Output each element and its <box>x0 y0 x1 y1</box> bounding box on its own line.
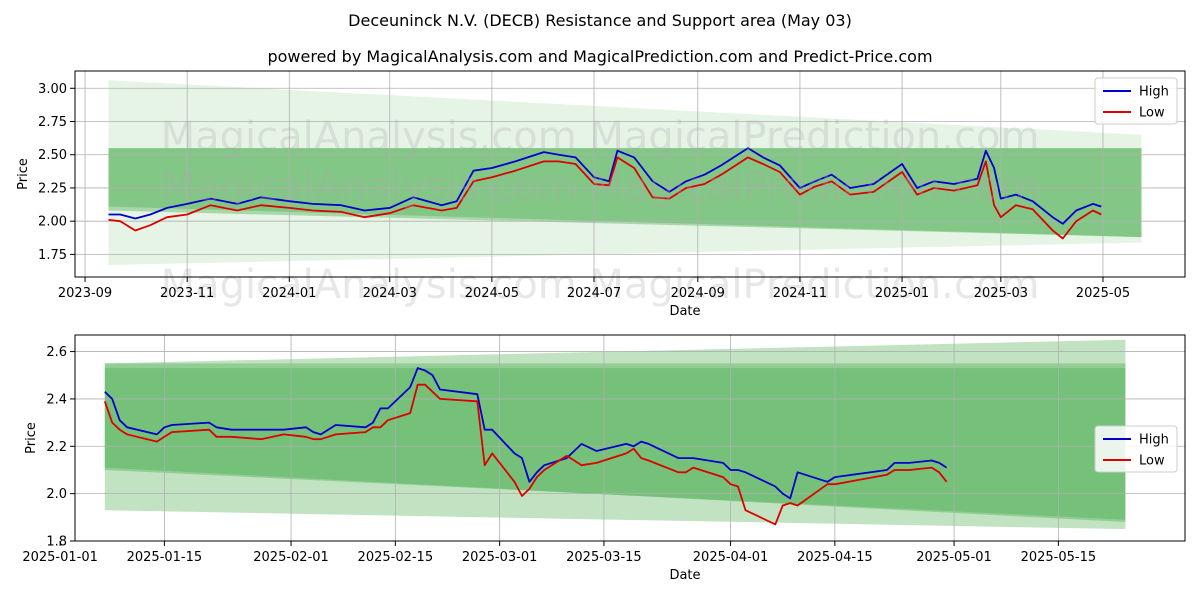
series-line-low <box>103 383 948 526</box>
chart-subtitle: powered by MagicalAnalysis.com and Magic… <box>267 47 932 66</box>
x-axis-label: Date <box>669 304 700 319</box>
x-tick-label: 2025-05-15 <box>1021 550 1097 565</box>
series-line-high <box>104 367 948 500</box>
y-tick-label: 2.00 <box>38 215 67 230</box>
legend-label-high: High <box>1139 85 1169 100</box>
support-resistance-band-2 <box>108 148 1142 238</box>
y-tick-label: 2.75 <box>38 115 67 130</box>
chart-title: Deceuninck N.V. (DECB) Resistance and Su… <box>348 11 852 30</box>
axes-frame <box>74 70 1186 278</box>
x-tick-label: 2025-01-15 <box>127 550 203 565</box>
legend: High Low <box>1094 77 1178 125</box>
y-tick-label: 2.4 <box>46 392 67 407</box>
watermark: MagicalAnalysis.com MagicalPrediction.co… <box>161 164 1040 210</box>
x-tick-label: 2024-07 <box>567 286 621 301</box>
series-line-high <box>108 147 1102 225</box>
legend-label-high: High <box>1139 433 1169 448</box>
y-tick-label: 2.2 <box>46 440 67 455</box>
x-tick-label: 2025-03-01 <box>462 550 538 565</box>
y-tick-label: 2.6 <box>46 345 67 360</box>
bottom-chart: MagicalAnalysis.com MagicalPrediction.co… <box>22 164 1186 583</box>
y-tick-label: 1.8 <box>46 535 67 550</box>
x-tick-label: 2025-04-15 <box>797 550 873 565</box>
plot-area <box>75 335 1185 541</box>
axes-frame <box>74 334 1186 542</box>
support-resistance-band-1 <box>108 80 1142 266</box>
x-tick-label: 2025-04-01 <box>693 550 769 565</box>
x-tick-label: 2024-05 <box>465 286 519 301</box>
x-tick-label: 2025-03 <box>974 286 1028 301</box>
legend: High Low <box>1094 425 1178 473</box>
x-axis-label: Date <box>669 568 700 583</box>
y-tick-label: 1.75 <box>38 248 67 263</box>
y-axis-label: Price <box>16 158 31 190</box>
y-axis-label: Price <box>24 422 39 454</box>
y-tick-label: 2.0 <box>46 487 67 502</box>
x-tick-label: 2025-05-01 <box>916 550 992 565</box>
x-tick-label: 2025-01 <box>875 286 929 301</box>
support-resistance-band-3 <box>108 148 1142 238</box>
legend-label-low: Low <box>1139 106 1165 121</box>
plot-area <box>75 71 1185 277</box>
x-tick-label: 2024-09 <box>671 286 725 301</box>
x-tick-label: 2023-11 <box>160 286 214 301</box>
x-tick-label: 2024-03 <box>363 286 417 301</box>
watermark: MagicalAnalysis.com MagicalPrediction.co… <box>161 114 1040 160</box>
x-tick-label: 2024-01 <box>262 286 316 301</box>
support-resistance-band-2 <box>104 363 1126 523</box>
x-tick-label: 2025-01-01 <box>22 550 98 565</box>
y-tick-label: 2.50 <box>38 148 67 163</box>
support-resistance-band-3 <box>104 368 1126 520</box>
x-tick-label: 2023-09 <box>58 286 112 301</box>
y-tick-label: 3.00 <box>38 82 67 97</box>
support-resistance-band-1 <box>104 339 1126 530</box>
watermark: MagicalAnalysis.com MagicalPrediction.co… <box>161 262 1040 308</box>
series-line-low <box>108 156 1102 240</box>
legend-label-low: Low <box>1139 454 1165 469</box>
x-tick-label: 2025-02-15 <box>358 550 434 565</box>
top-chart: MagicalAnalysis.com MagicalPrediction.co… <box>16 70 1186 319</box>
x-tick-label: 2025-03-15 <box>566 550 642 565</box>
y-tick-label: 2.25 <box>38 181 67 196</box>
x-tick-label: 2025-05 <box>1076 286 1130 301</box>
x-tick-label: 2025-02-01 <box>253 550 329 565</box>
x-tick-label: 2024-11 <box>773 286 827 301</box>
